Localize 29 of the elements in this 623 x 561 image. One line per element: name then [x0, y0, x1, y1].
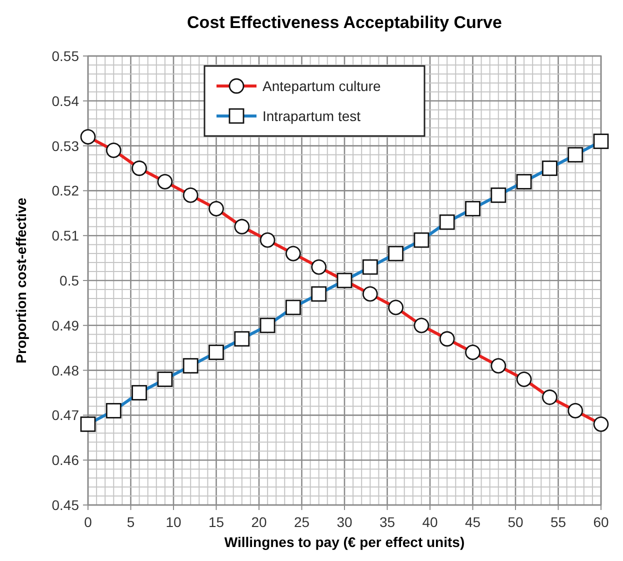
y-tick-label: 0.55 — [52, 48, 80, 64]
legend-label: Intrapartum test — [262, 108, 361, 124]
x-tick-label: 60 — [593, 514, 609, 530]
x-tick-label: 30 — [336, 514, 352, 530]
y-tick-label: 0.46 — [52, 452, 80, 468]
x-tick-label: 0 — [84, 514, 92, 530]
x-axis-title: Willingnes to pay (€ per effect units) — [224, 534, 465, 550]
x-tick-label: 15 — [208, 514, 224, 530]
y-tick-label: 0.51 — [52, 228, 80, 244]
x-tick-label: 35 — [379, 514, 396, 530]
x-tick-label: 10 — [166, 514, 182, 530]
y-tick-label: 0.5 — [60, 272, 80, 288]
y-tick-label: 0.52 — [52, 182, 80, 199]
x-tick-label: 25 — [294, 514, 310, 530]
y-tick-label: 0.45 — [52, 497, 80, 513]
x-tick-label: 45 — [464, 514, 481, 530]
chart-title: Cost Effectiveness Acceptability Curve — [187, 13, 502, 32]
x-tick-label: 5 — [126, 514, 135, 530]
y-tick-label: 0.49 — [52, 317, 80, 334]
x-tick-label: 40 — [422, 514, 438, 530]
y-tick-label: 0.54 — [52, 92, 80, 109]
y-tick-label: 0.53 — [52, 138, 80, 154]
y-tick-label: 0.47 — [52, 407, 80, 424]
x-tick-label: 50 — [508, 514, 524, 530]
x-tick-label: 55 — [550, 514, 566, 530]
x-tick-label: 20 — [251, 514, 267, 530]
legend-label: Antepartum culture — [262, 78, 381, 94]
y-axis-title: Proportion cost-effective — [13, 197, 29, 364]
y-tick-label: 0.48 — [52, 362, 80, 378]
